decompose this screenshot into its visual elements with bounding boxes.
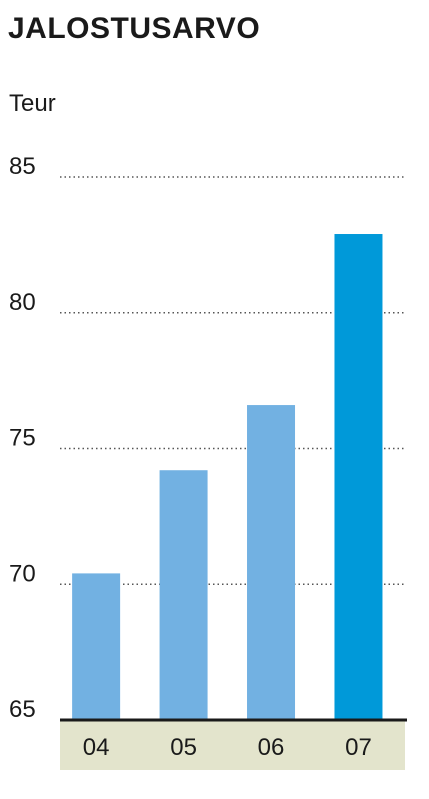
gridlines xyxy=(60,176,405,585)
x-tick-label: 05 xyxy=(170,734,197,761)
x-tick-label: 07 xyxy=(345,734,372,761)
x-tick-label: 04 xyxy=(83,734,110,761)
y-axis-unit-label: Teur xyxy=(9,90,56,117)
y-tick-label: 80 xyxy=(9,289,36,316)
y-tick-label: 85 xyxy=(9,153,36,180)
bar-06 xyxy=(247,405,296,720)
chart-title: JALOSTUSARVO xyxy=(8,12,261,45)
bar-05 xyxy=(159,470,208,720)
bar-04 xyxy=(72,573,121,720)
bar-07 xyxy=(334,234,383,720)
bars xyxy=(72,234,383,720)
x-axis-band xyxy=(60,720,405,770)
x-axis-band-rect xyxy=(60,720,405,770)
y-tick-labels: 65 70 75 80 85 xyxy=(9,153,36,723)
x-tick-label: 06 xyxy=(258,734,285,761)
y-tick-label: 70 xyxy=(9,560,36,587)
y-tick-label: 65 xyxy=(9,696,36,723)
x-tick-labels: 04 05 06 07 xyxy=(83,734,372,761)
y-tick-label: 75 xyxy=(9,425,36,452)
